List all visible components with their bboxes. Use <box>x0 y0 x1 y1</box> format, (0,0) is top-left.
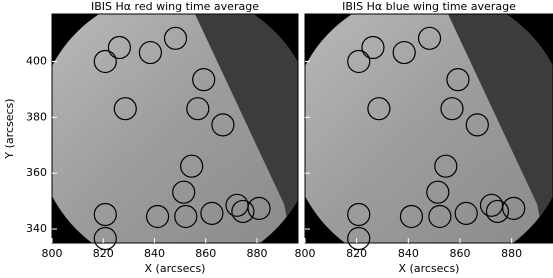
x-tick-label: 880 <box>247 247 268 260</box>
x-tick-label: 860 <box>450 247 471 260</box>
chart-title: IBIS Hα red wing time average <box>91 0 259 13</box>
solar-image <box>52 14 298 243</box>
figure: IBIS Hα red wing time average80082084086… <box>0 0 553 278</box>
y-tick-label: 380 <box>26 110 47 123</box>
x-tick-label: 840 <box>144 247 165 260</box>
x-tick-label: 840 <box>398 247 419 260</box>
y-tick-label: 400 <box>26 54 47 67</box>
x-axis-label: X (arcsecs) <box>399 262 460 275</box>
solar-image <box>305 14 553 243</box>
x-tick-label: 880 <box>501 247 522 260</box>
y-axis-label: Y (arcsecs) <box>3 98 16 159</box>
chart-title: IBIS Hα blue wing time average <box>342 0 516 13</box>
x-tick-label: 860 <box>195 247 216 260</box>
x-axis-label: X (arcsecs) <box>145 262 206 275</box>
page: IBIS Hα red wing time average80082084086… <box>0 0 553 278</box>
y-tick-label: 360 <box>26 166 47 179</box>
x-tick-label: 800 <box>295 247 316 260</box>
y-tick-label: 340 <box>26 222 47 235</box>
x-tick-label: 800 <box>42 247 63 260</box>
